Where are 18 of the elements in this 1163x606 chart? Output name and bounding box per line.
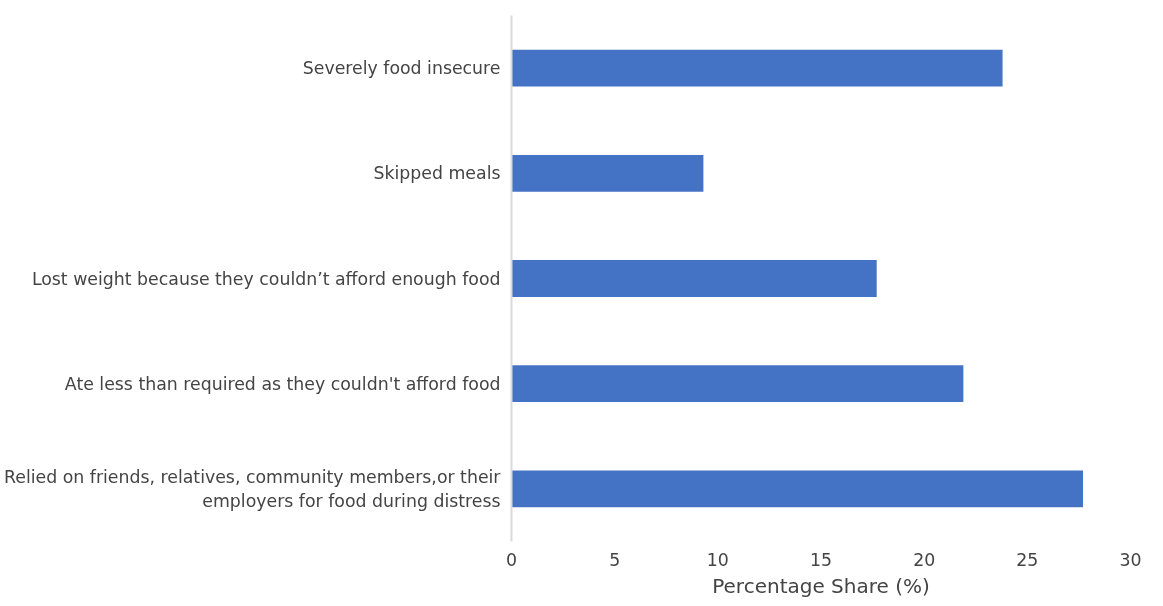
bar — [511, 49, 1003, 87]
x-tick-label: 20 — [913, 549, 936, 570]
y-tick-label: Skipped meals — [373, 163, 501, 184]
x-tick-label: 15 — [809, 549, 833, 570]
y-tick-label: Severely food insecure — [302, 58, 501, 79]
x-tick-label: 10 — [706, 549, 729, 570]
bar — [511, 365, 964, 403]
y-tick-label: Relied on friends, relatives, community members,or their employers for food during distress — [3, 466, 502, 511]
bar — [511, 154, 704, 192]
x-tick-label: 25 — [1016, 549, 1039, 570]
x-axis-title: Percentage Share (%) — [712, 573, 930, 598]
y-tick-label: Lost weight because they couldn’t afford enough food — [31, 268, 501, 289]
x-tick-label: 5 — [609, 549, 621, 570]
x-tick-label: 30 — [1119, 549, 1142, 570]
y-tick-label: Ate less than required as they couldn't afford food — [64, 373, 501, 394]
x-tick-label: 0 — [505, 549, 518, 570]
bar — [511, 260, 877, 297]
bar — [511, 470, 1084, 508]
